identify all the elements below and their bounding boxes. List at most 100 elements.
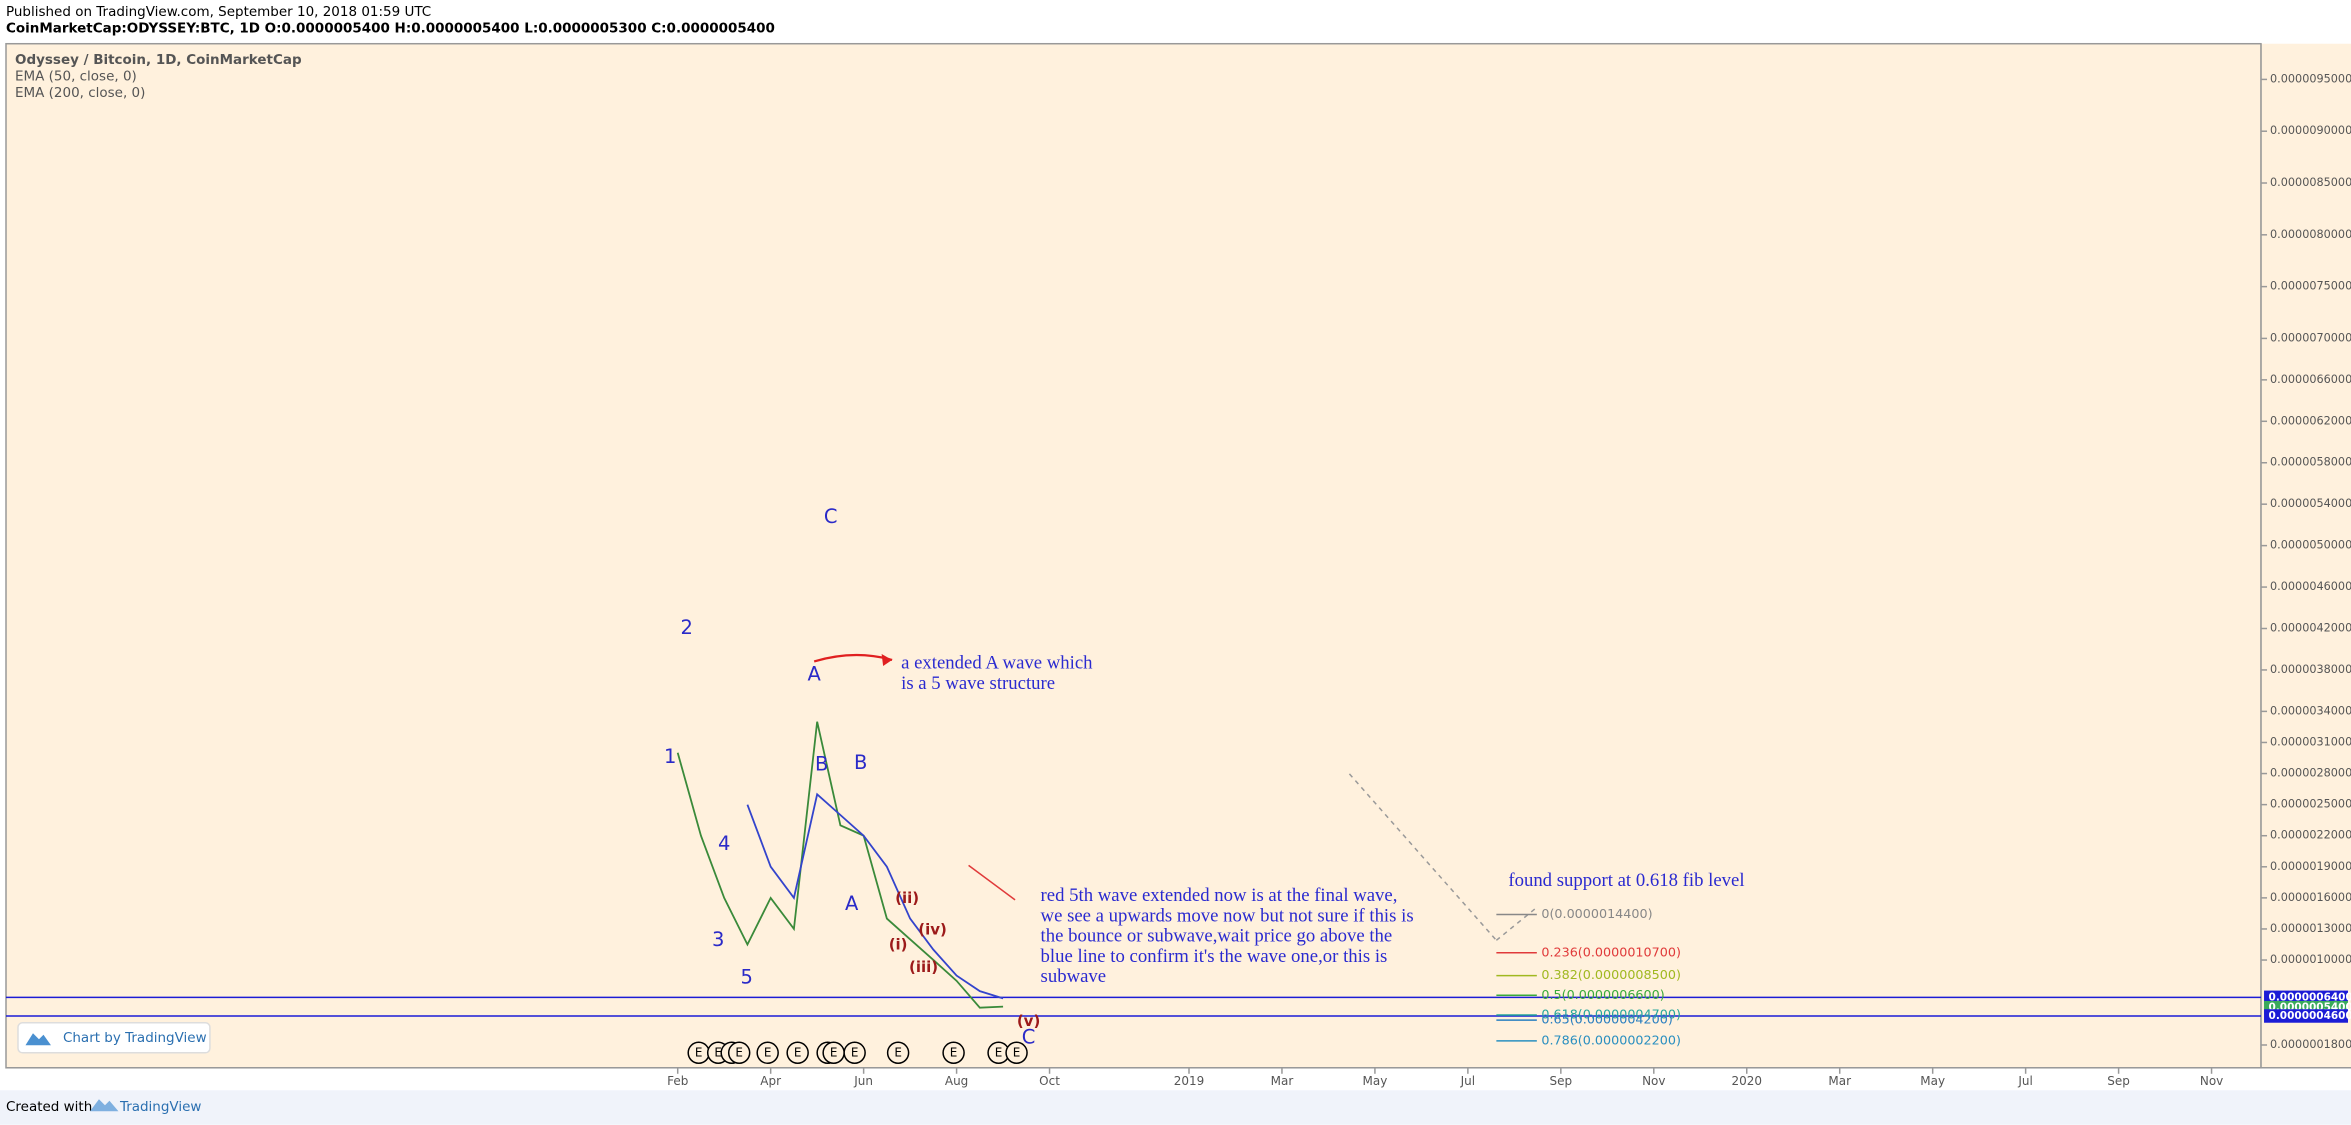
- y-tick-label: 0.0000019000: [2270, 860, 2351, 873]
- wave-label: C: [1022, 1025, 1036, 1048]
- note: found support at 0.618 fib level: [1508, 870, 1744, 891]
- x-tick-label: Jul: [2017, 1074, 2032, 1088]
- fib-label: 0.236(0.0000010700): [1541, 945, 1681, 960]
- y-tick-label: 0.0000070000: [2270, 331, 2351, 344]
- trend-line: [1348, 773, 1497, 941]
- y-tick-label: 0.0000046000: [2270, 580, 2351, 593]
- badge[interactable]: [17, 1022, 211, 1054]
- price-label-box: [2264, 990, 2349, 1005]
- fib-label: 0.618(0.0000004700): [1541, 1007, 1681, 1022]
- note: a extended A wave which: [901, 653, 1093, 674]
- event-marker: [727, 1041, 751, 1065]
- event-marker: [786, 1041, 809, 1065]
- x-tick-label: 2020: [1732, 1074, 1763, 1088]
- badge-text[interactable]: Chart by TradingView: [63, 1030, 207, 1046]
- y-tick-label: 0.0000034000: [2270, 704, 2351, 717]
- series-line: [746, 792, 1004, 1000]
- y-tick-label: 0.0000095000: [2270, 72, 2351, 85]
- x-tick-label: Feb: [667, 1074, 688, 1088]
- wave-label: 1: [664, 745, 676, 768]
- wave-label: B: [854, 751, 867, 774]
- event-marker: [756, 1041, 779, 1065]
- x-tick-label: Sep: [1550, 1074, 1573, 1088]
- y-tick-label: 0.0000025000: [2270, 798, 2351, 811]
- wave-label: A: [807, 662, 821, 685]
- event-label: E: [950, 1045, 958, 1059]
- event-label: E: [695, 1045, 703, 1059]
- y-tick-label: 0.0000042000: [2270, 622, 2351, 635]
- x-tick-label: Nov: [2200, 1074, 2223, 1088]
- price-label: 0.0000004600: [2269, 1010, 2351, 1022]
- red-line: [968, 864, 1016, 901]
- note: subwave: [1041, 966, 1107, 987]
- subwave-label: (i): [889, 935, 908, 953]
- event-label: E: [735, 1045, 743, 1059]
- x-tick-label: Jul: [1460, 1074, 1475, 1088]
- event-label: E: [764, 1045, 772, 1059]
- note: we see a upwards move now but not sure i…: [1041, 905, 1414, 926]
- wave-label: 5: [740, 965, 752, 988]
- event-label: E: [851, 1045, 859, 1059]
- published: Published on TradingView.com, September …: [6, 4, 431, 20]
- fib-label: 0.382(0.0000008500): [1541, 968, 1681, 983]
- y-tick-label: 0.0000085000: [2270, 176, 2351, 189]
- y-tick-label: 0.0000022000: [2270, 829, 2351, 842]
- event-label: E: [1013, 1045, 1021, 1059]
- y-tick-label: 0.0000016000: [2270, 891, 2351, 904]
- event-marker: [942, 1041, 965, 1065]
- y-tick-label: 0.0000075000: [2270, 280, 2351, 293]
- x-tick-label: Mar: [1271, 1074, 1294, 1088]
- y-tick-label: 0.0000062000: [2270, 414, 2351, 427]
- y-tick-label: 0.0000090000: [2270, 124, 2351, 137]
- fib-label: 0.65(0.0000004200): [1541, 1013, 1672, 1028]
- y-tick-label: 0.0000058000: [2270, 456, 2351, 469]
- symbol: CoinMarketCap:ODYSSEY:BTC, 1D O:0.000000…: [6, 21, 775, 37]
- x-tick-label: May: [1920, 1074, 1945, 1088]
- note: blue line to confirm it's the wave one,o…: [1041, 946, 1388, 967]
- y-tick-label: 0.0000050000: [2270, 539, 2351, 552]
- brand[interactable]: TradingView: [119, 1099, 201, 1115]
- fib-label: 0.786(0.0000002200): [1541, 1033, 1681, 1048]
- wave-label: 3: [712, 928, 724, 951]
- wave-label: C: [824, 505, 838, 528]
- footer-bar: [0, 1090, 2351, 1125]
- note: is a 5 wave structure: [901, 673, 1055, 694]
- fib-label: 0(0.0000014400): [1541, 907, 1652, 922]
- y-tick-label: 0.0000010000: [2270, 953, 2351, 966]
- x-tick-label: Mar: [1828, 1074, 1851, 1088]
- series-line: [676, 721, 1004, 1009]
- y-axis-area: [2261, 43, 2351, 1068]
- y-tick-label: 0.0000028000: [2270, 767, 2351, 780]
- y-tick-label: 0.0000013000: [2270, 922, 2351, 935]
- chart-title: Odyssey / Bitcoin, 1D, CoinMarketCap: [15, 52, 302, 68]
- price-label: 0.0000006400: [2269, 991, 2351, 1003]
- event-marker: [843, 1041, 866, 1065]
- subwave-label: (iv): [918, 920, 947, 938]
- y-tick-label: 0.0000031000: [2270, 735, 2351, 748]
- y-tick-label: 0.0000001800: [2270, 1038, 2351, 1051]
- wave-label: B: [815, 752, 828, 775]
- created-with: Created with: [6, 1099, 92, 1115]
- x-tick-label: May: [1363, 1074, 1388, 1088]
- badge-logo: [25, 1033, 51, 1046]
- x-tick-label: Aug: [945, 1074, 968, 1088]
- x-tick-label: 2019: [1174, 1074, 1205, 1088]
- event-marker: [1005, 1041, 1028, 1065]
- wave-label: A: [845, 892, 859, 915]
- event-label: E: [794, 1045, 802, 1059]
- indicator: EMA (50, close, 0): [15, 69, 137, 85]
- wave-label: 4: [718, 832, 730, 855]
- logo: [89, 1099, 119, 1112]
- x-tick-label: Jun: [853, 1074, 873, 1088]
- event-label: E: [714, 1045, 722, 1059]
- event-label: E: [830, 1045, 838, 1059]
- x-tick-label: Apr: [760, 1074, 781, 1088]
- x-tick-label: Sep: [2107, 1074, 2130, 1088]
- subwave-label: (ii): [895, 889, 919, 907]
- y-tick-label: 0.0000038000: [2270, 663, 2351, 676]
- arrow-head: [881, 653, 893, 666]
- event-label: E: [995, 1045, 1003, 1059]
- indicator: EMA (200, close, 0): [15, 85, 145, 101]
